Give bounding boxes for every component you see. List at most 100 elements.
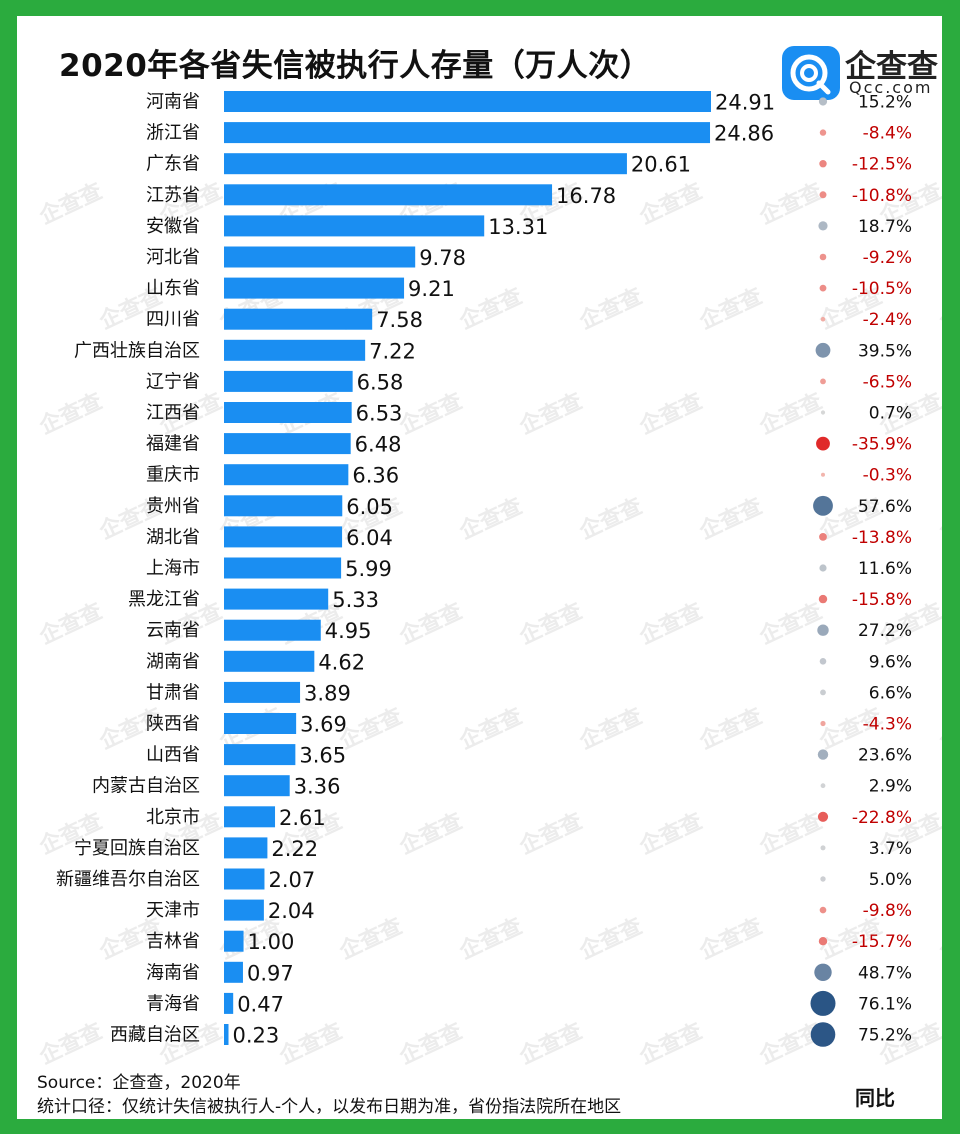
category-label: 天津市 [146,900,200,921]
chart-title: 2020年各省失信被执行人存量（万人次） [59,48,652,84]
yoy-bubble [821,472,825,477]
value-label: 6.05 [346,495,393,519]
category-label: 广东省 [146,154,200,175]
bar [224,370,353,392]
value-label: 4.62 [318,650,365,674]
category-label: 吉林省 [146,931,200,952]
yoy-bubble [820,410,826,415]
yoy-bubble [819,906,827,914]
category-label: 云南省 [146,620,200,641]
bar [224,153,627,175]
yoy-bubble [818,97,828,106]
value-label: 3.69 [300,713,347,737]
chart-card: 2020年各省失信被执行人存量（万人次） 企查查 Qcc.com 企查查 企查查企… [17,16,942,1119]
yoy-label: -9.8% [863,901,912,921]
category-label: 陕西省 [146,714,200,735]
value-label: 1.00 [248,930,295,954]
value-label: 16.78 [556,184,616,208]
bar [224,961,243,983]
yoy-bubble [815,342,831,358]
methodology-note: 统计口径：仅统计失信被执行人-个人，以发布日期为准，省份指法院所在地区 [37,1097,622,1117]
yoy-label: -15.8% [852,590,912,610]
bar [224,557,342,579]
bar [224,992,234,1014]
value-label: 13.31 [488,215,548,239]
yoy-bubble [820,689,826,696]
bar [224,588,329,610]
yoy-label: 9.6% [869,652,912,672]
yoy-bubble [814,963,832,981]
bar [224,1024,229,1045]
bar [224,619,321,641]
yoy-bubble [820,316,826,322]
bar [224,526,343,548]
yoy-label: 0.7% [869,404,912,424]
yoy-bubble [817,749,829,760]
yoy-bubble [819,564,827,572]
logo-name: 企查查 [845,49,938,85]
value-label: 3.89 [304,681,351,705]
bar [224,91,711,112]
yoy-bubble [819,533,827,541]
yoy-label: 5.0% [869,870,912,890]
value-label: 6.04 [346,526,393,550]
yoy-bubble [819,129,827,136]
yoy-label: 11.6% [858,559,912,579]
yoy-label: -2.4% [863,310,912,330]
value-label: 7.58 [376,308,423,332]
yoy-label: 15.2% [858,93,912,113]
category-label: 贵州省 [146,496,200,517]
category-label: 甘肃省 [146,682,200,703]
yoy-label: -9.2% [863,248,912,268]
logo-domain: Qcc.com [849,78,933,97]
category-label: 广西壮族自治区 [74,340,200,361]
value-label: 9.21 [408,277,455,301]
yoy-bubble [817,624,829,636]
category-label: 浙江省 [146,123,200,144]
bar [224,184,553,206]
category-label: 福建省 [146,434,200,455]
category-label: 河南省 [146,92,200,113]
yoy-bubble [813,495,833,516]
bar [224,744,296,766]
category-label: 山东省 [146,278,200,299]
yoy-label: 57.6% [858,497,912,517]
category-label: 西藏自治区 [110,1025,200,1046]
yoy-bubble [816,436,830,451]
yoy-label: -15.7% [852,932,912,952]
bar [224,246,416,268]
bar [224,433,351,455]
bar [224,713,297,734]
category-label: 黑龙江省 [128,589,200,610]
value-label: 6.48 [355,433,402,457]
value-label: 5.99 [345,557,392,581]
category-label: 上海市 [146,558,200,579]
yoy-bubble [820,876,826,882]
value-label: 0.23 [232,1024,279,1048]
yoy-bubble [819,191,827,199]
yoy-label: -10.8% [852,186,912,206]
yoy-label: -6.5% [863,372,912,392]
yoy-bubble [820,378,826,385]
value-label: 4.95 [325,619,372,643]
yoy-bubble [819,253,827,261]
qcc-logo-icon [782,46,840,100]
yoy-label: -10.5% [852,279,912,299]
bar [224,215,485,237]
value-label: 6.58 [357,370,404,394]
yoy-label: -8.4% [863,124,912,144]
category-label: 山西省 [146,745,200,766]
category-label: 宁夏回族自治区 [74,838,200,859]
value-label: 9.78 [419,246,466,270]
value-label: 3.36 [294,775,341,799]
bar-chart: 河南省 24.91 15.2% 浙江省 24.86 -8.4% 广东省 20.61 -12.5%… [56,91,912,1048]
bar [224,806,276,828]
category-label: 重庆市 [146,465,200,486]
yoy-bubble [819,284,827,292]
bar [224,308,373,330]
category-label: 海南省 [146,962,200,983]
value-label: 20.61 [631,153,691,177]
category-label: 内蒙古自治区 [92,776,200,797]
category-label: 湖北省 [146,527,200,548]
category-label: 河北省 [146,247,200,268]
